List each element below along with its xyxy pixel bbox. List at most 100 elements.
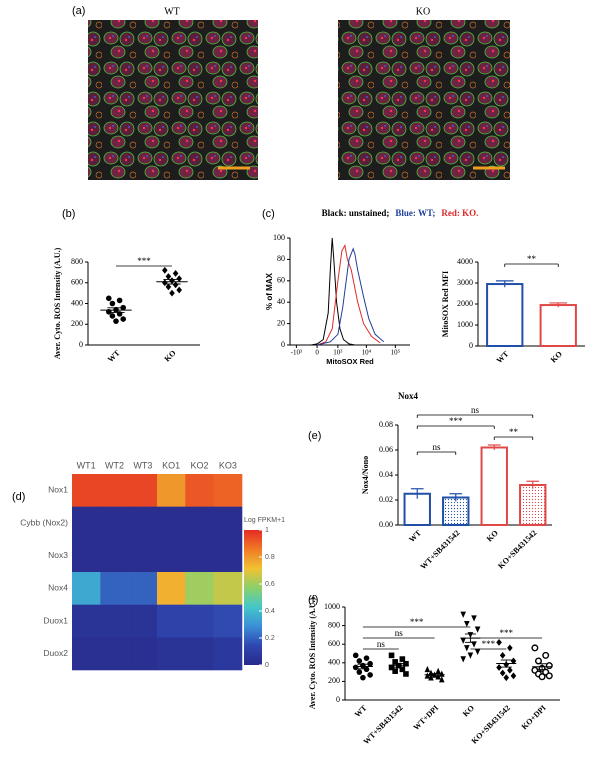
column-label: KO3 bbox=[219, 460, 237, 470]
y-axis-label: % of MAX bbox=[265, 272, 274, 310]
row-label: Duox1 bbox=[43, 615, 68, 625]
heatmap-cell bbox=[157, 474, 186, 507]
panel-label: (f) bbox=[308, 594, 318, 606]
heatmap-cell bbox=[157, 637, 186, 671]
bar bbox=[519, 484, 547, 526]
y-tick-label: 0 bbox=[281, 340, 285, 349]
y-tick-label: 4000 bbox=[457, 257, 473, 266]
colorbar-tick-label: 0.6 bbox=[265, 581, 275, 588]
y-tick-label: 2000 bbox=[457, 299, 473, 308]
x-tick-label: WT+SB431542 bbox=[419, 528, 462, 571]
point bbox=[538, 673, 546, 681]
panel-title: Black: unstained; Blue: WT; Red: KO. bbox=[322, 208, 479, 218]
point bbox=[510, 657, 517, 665]
heatmap-cell bbox=[213, 506, 243, 540]
point bbox=[474, 626, 481, 633]
colorbar-tick-label: 0 bbox=[265, 662, 269, 669]
significance-label: ns bbox=[432, 442, 441, 452]
x-tick-label: 0 bbox=[315, 349, 319, 357]
y-tick-label: 200 bbox=[328, 676, 340, 685]
point bbox=[424, 665, 431, 673]
heatmap-cell bbox=[100, 474, 129, 507]
point bbox=[352, 664, 359, 671]
point bbox=[113, 318, 119, 324]
heatmap: WT1 WT2 WT3 KO1 KO2 KO3 Nox1 Cybb (Nox2) Nox3 Nox… bbox=[20, 460, 285, 671]
point bbox=[176, 275, 182, 282]
x-tick-label: WT bbox=[106, 348, 122, 364]
point bbox=[507, 666, 513, 674]
significance-label: ** bbox=[527, 254, 537, 264]
heatmap-cell bbox=[185, 539, 214, 573]
y-tick-label: 60 bbox=[277, 276, 285, 285]
point bbox=[392, 668, 398, 674]
heatmap-cell bbox=[157, 506, 186, 540]
image-title: KO bbox=[416, 6, 430, 17]
title-part: Red: KO. bbox=[441, 208, 478, 218]
heatmap-cell bbox=[100, 604, 129, 638]
x-tick-label: WT bbox=[407, 528, 423, 544]
x-tick-label: KO+DPI bbox=[520, 703, 548, 731]
heatmap-cell bbox=[72, 506, 101, 540]
point bbox=[460, 656, 467, 663]
micrograph-wt bbox=[88, 20, 258, 180]
point bbox=[496, 664, 502, 671]
y-tick-label: 0 bbox=[79, 340, 83, 349]
panel-label: (d) bbox=[12, 491, 25, 503]
panel-label: (c) bbox=[262, 208, 275, 220]
colorbar-label: Log FPKM+1 bbox=[244, 517, 285, 524]
y-tick-label: 20 bbox=[277, 318, 285, 327]
heatmap-cell bbox=[213, 604, 243, 638]
column-label: KO2 bbox=[190, 460, 208, 470]
panel-label: (b) bbox=[62, 208, 75, 220]
y-tick-label: 800 bbox=[328, 620, 340, 629]
point bbox=[403, 660, 409, 667]
point bbox=[162, 266, 168, 274]
y-axis-label: Aver. Cyto. ROS Intensity (A.U.) bbox=[53, 247, 62, 359]
point bbox=[496, 638, 502, 646]
column-label: KO1 bbox=[162, 460, 180, 470]
y-tick-label: 3000 bbox=[457, 278, 473, 287]
point bbox=[438, 676, 445, 683]
point bbox=[471, 615, 477, 622]
x-tick-label: WT bbox=[353, 703, 369, 719]
y-tick-label: 0.04 bbox=[379, 470, 393, 479]
histogram-line bbox=[316, 244, 381, 346]
x-tick-label: KO bbox=[549, 349, 564, 364]
x-tick-label: KO bbox=[163, 348, 178, 363]
point bbox=[499, 651, 506, 659]
heatmap-cell bbox=[128, 572, 158, 605]
y-tick-label: 80 bbox=[277, 254, 285, 263]
colorbar-tick-label: 0.4 bbox=[265, 608, 275, 615]
significance-label: ns bbox=[395, 628, 404, 638]
y-tick-label: 400 bbox=[71, 298, 83, 307]
heatmap-cell bbox=[185, 474, 214, 507]
heatmap-cell bbox=[157, 572, 186, 605]
heatmap-cell bbox=[72, 572, 101, 605]
heatmap-cell bbox=[213, 539, 243, 573]
point bbox=[109, 300, 116, 307]
point bbox=[172, 270, 179, 277]
point bbox=[360, 674, 366, 681]
point bbox=[424, 672, 431, 679]
x-tick-label: 10⁵ bbox=[391, 349, 401, 357]
point bbox=[356, 669, 363, 675]
y-tick-label: 0.00 bbox=[379, 520, 393, 529]
significance-label: ** bbox=[509, 427, 519, 437]
point bbox=[428, 674, 434, 681]
y-tick-label: 0 bbox=[469, 341, 473, 350]
significance-label: *** bbox=[449, 416, 463, 426]
point bbox=[510, 672, 517, 680]
heatmap-cell bbox=[100, 539, 129, 573]
point bbox=[464, 645, 470, 652]
heatmap-cell bbox=[128, 637, 158, 671]
histogram-line bbox=[311, 237, 355, 346]
point bbox=[460, 611, 467, 618]
panel-label: (e) bbox=[308, 430, 321, 442]
heatmap-cell bbox=[72, 604, 101, 638]
point bbox=[399, 666, 406, 673]
heatmap-cell bbox=[185, 604, 214, 638]
point bbox=[356, 658, 363, 664]
point bbox=[116, 311, 123, 317]
point bbox=[474, 648, 481, 656]
